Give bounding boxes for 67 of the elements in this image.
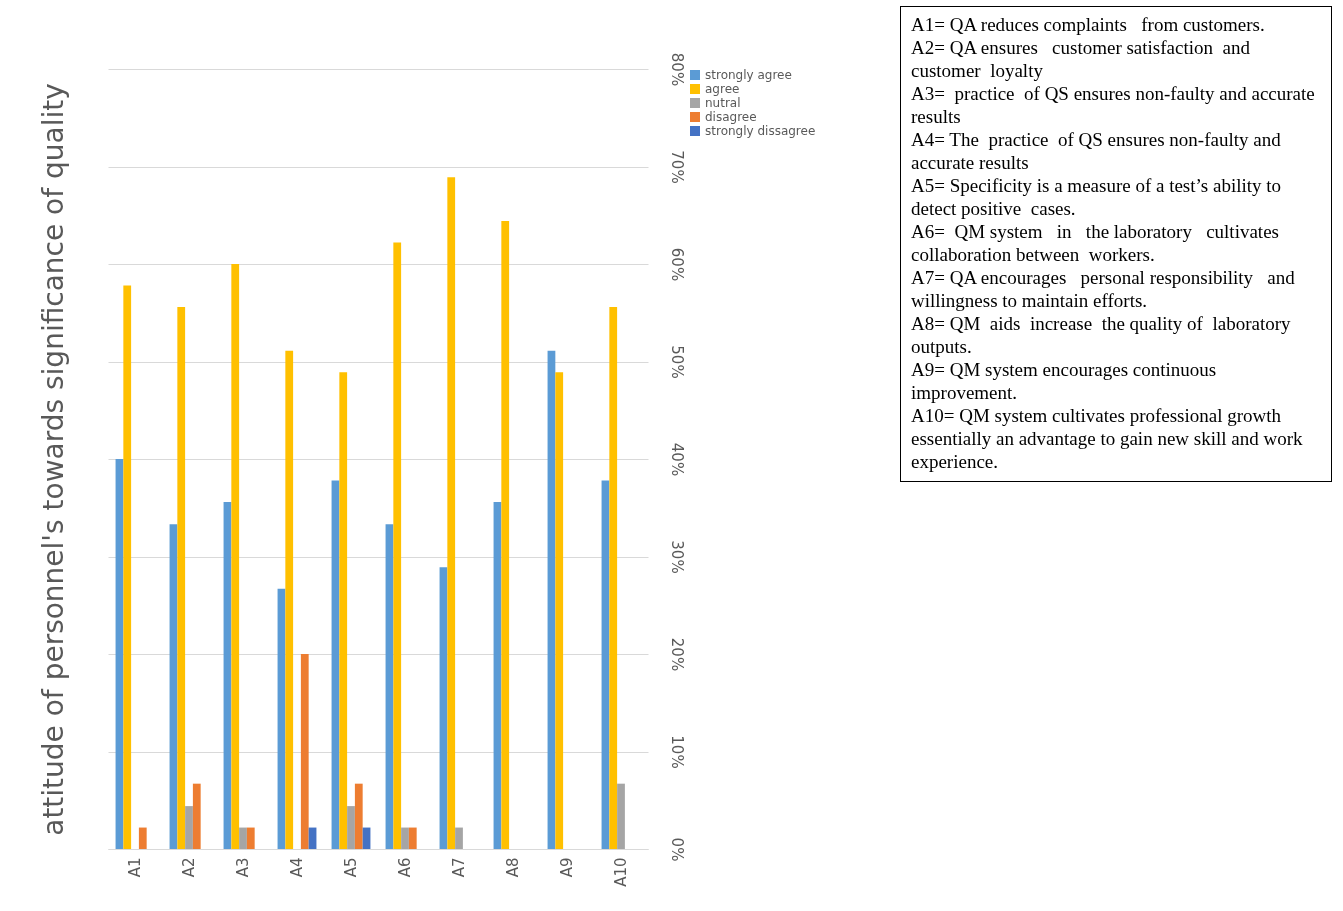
legend-label: disagree — [705, 110, 757, 124]
bar — [192, 783, 201, 849]
x-tick-label: A8 — [504, 857, 522, 878]
bar — [439, 567, 448, 849]
bar — [601, 480, 610, 849]
text: A7= QA encourages personal responsibility and willingness to maintain efforts. — [911, 266, 1296, 312]
bar — [354, 783, 363, 849]
bar — [555, 372, 564, 849]
x-tick-label: A4 — [288, 857, 306, 878]
bar — [385, 524, 394, 849]
text: A3= practice of QS ensures non-faulty and accurate results — [911, 82, 1316, 128]
bar — [177, 306, 186, 849]
bar — [393, 242, 402, 849]
bar — [115, 459, 124, 849]
bar — [123, 285, 132, 849]
bar — [231, 264, 240, 849]
text: A6= QM system in the laboratory cultivates collaboration between workers. — [911, 220, 1280, 266]
bar — [347, 806, 355, 849]
text: A8= QM aids increase the quality of laboratory outputs. — [911, 312, 1292, 358]
bar — [493, 501, 502, 849]
y-tick-label: 60% — [667, 247, 686, 282]
y-tick-label: 20% — [667, 637, 686, 672]
bar — [300, 654, 309, 849]
legend-label: strongly agree — [705, 68, 792, 82]
y-tick-label: 70% — [667, 150, 686, 184]
bar — [408, 827, 417, 849]
bar — [547, 350, 556, 849]
text: A2= QA ensures customer satisfaction and customer loyalty — [911, 36, 1251, 82]
bar — [447, 177, 456, 849]
bar — [185, 806, 193, 849]
x-tick-label: A2 — [180, 857, 198, 878]
legend-label: strongly dissagree — [705, 124, 816, 138]
x-tick-label: A1 — [126, 857, 144, 878]
y-axis-title: attitude of personnel's towards significance of quality — [36, 83, 70, 836]
bar — [455, 827, 463, 849]
x-tick-label: A9 — [558, 857, 576, 878]
y-tick-label: 80% — [667, 52, 686, 87]
bar — [223, 501, 232, 849]
bar — [331, 480, 340, 849]
bar — [285, 350, 294, 849]
bar — [138, 827, 147, 849]
bar — [401, 827, 409, 849]
bar — [609, 306, 618, 849]
x-tick-label: A5 — [342, 857, 360, 878]
bar — [169, 524, 178, 849]
legend-label: nutral — [705, 96, 741, 110]
x-tick-label: A6 — [396, 857, 414, 878]
bar — [617, 783, 625, 849]
text: A4= The practice of QS ensures non-faulty and accurate results — [911, 128, 1282, 174]
y-tick-label: 10% — [667, 735, 686, 769]
bar — [277, 588, 286, 849]
text: A10= QM system cultivates professional growth essentially an advantage to gain new skill and work experience. — [911, 404, 1304, 473]
legend-label: agree — [705, 82, 740, 96]
bar — [339, 372, 348, 849]
x-tick-label: A3 — [234, 857, 252, 878]
y-tick-label: 40% — [667, 442, 686, 477]
text: A9= QM system encourages continuous improvement. — [911, 358, 1218, 404]
bar — [239, 827, 247, 849]
y-tick-label: 30% — [667, 540, 686, 574]
bar — [501, 221, 510, 849]
x-tick-label: A10 — [612, 857, 630, 887]
text: A5= Specificity is a measure of a test’s ability to detect positive cases. — [911, 174, 1283, 220]
y-tick-label: 50% — [667, 345, 686, 379]
bar — [246, 827, 255, 849]
text: A1= QA reduces complaints from customers. — [911, 13, 1266, 36]
y-tick-label: 0% — [667, 837, 686, 862]
x-tick-label: A7 — [450, 857, 468, 878]
